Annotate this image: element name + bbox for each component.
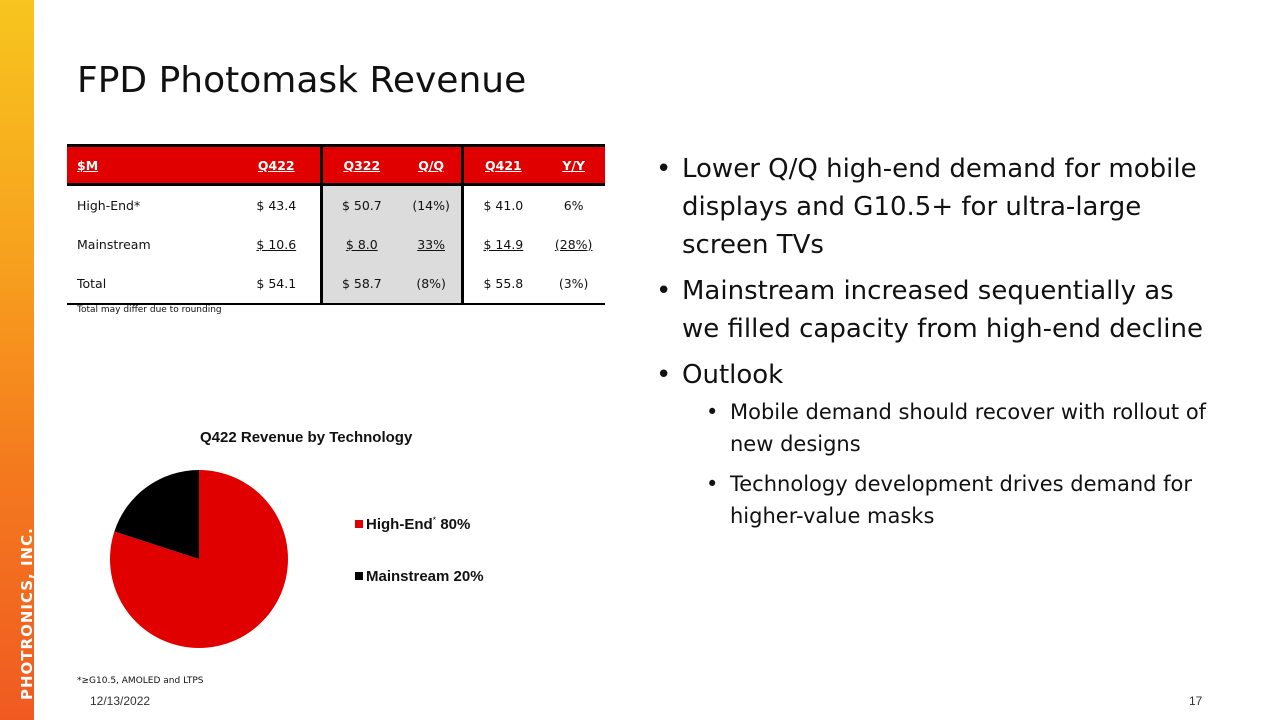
col-header-q421: Q421 — [462, 144, 543, 186]
legend-sup: * — [432, 515, 437, 525]
col-header-yy: Y/Y — [542, 144, 605, 186]
col-header-m: $M — [67, 144, 233, 186]
bullet-dot-icon: • — [706, 472, 719, 496]
cell-q421: $ 55.8 — [462, 264, 543, 305]
legend-value: 80% — [440, 516, 471, 533]
cell-q422: $ 54.1 — [232, 264, 322, 305]
sub-bullet-item: • Technology development drives demand fo… — [656, 468, 1216, 532]
bullet-dot-icon: • — [656, 360, 672, 390]
legend-label: Mainstream — [366, 568, 450, 585]
cell-yy: 6% — [563, 198, 584, 213]
cell-q421: $ 14.9 — [483, 237, 524, 252]
sub-bullet-item: • Mobile demand should recover with rollo… — [656, 396, 1216, 460]
bullet-dot-icon: • — [656, 154, 672, 184]
bullet-text: Technology development drives demand for… — [730, 472, 1193, 528]
cell-qq: (14%) — [400, 184, 465, 225]
cell-q422: $ 43.4 — [256, 198, 297, 213]
chart-title: Q422 Revenue by Technology — [200, 429, 413, 446]
legend-item-mainstream: Mainstream 20% — [355, 568, 484, 585]
revenue-pie-chart — [110, 470, 288, 648]
slide-date: 12/13/2022 — [90, 694, 151, 708]
table-row: High-End* $ 43.4 $ 50.7 (14%) $ 41.0 6% — [67, 184, 605, 225]
cell-yy: (3%) — [542, 264, 605, 305]
legend-swatch-mainstream — [355, 572, 363, 580]
legend-value: 20% — [453, 568, 484, 585]
bullet-item: • Lower Q/Q high-end demand for mobile di… — [656, 150, 1216, 264]
brand-sidebar: PHOTRONICS, INC. — [0, 0, 36, 720]
page-number: 17 — [1189, 694, 1203, 708]
col-header-q322: Q322 — [319, 144, 401, 186]
legend-item-high-end: High-End* 80% — [355, 515, 470, 533]
row-label: Mainstream — [77, 237, 151, 252]
cell-qq: (8%) — [400, 264, 465, 305]
row-label: High-End* — [77, 198, 141, 213]
legend-label: High-End — [366, 516, 433, 533]
bullet-text: Outlook — [682, 360, 784, 390]
pie-slice-mainstream — [114, 470, 199, 559]
row-label: Total — [67, 264, 233, 305]
cell-q322: $ 8.0 — [319, 225, 401, 264]
bullet-text: Lower Q/Q high-end demand for mobile dis… — [682, 154, 1197, 260]
cell-qq: 33% — [400, 225, 465, 264]
cell-q322: $ 50.7 — [319, 184, 401, 225]
bullet-dot-icon: • — [656, 276, 672, 306]
cell-q322: $ 58.7 — [319, 264, 401, 305]
revenue-table: $M Q422 Q322 Q/Q Q421 Y/Y High-End* $ 43… — [67, 144, 605, 305]
bullet-text: Mobile demand should recover with rollou… — [730, 400, 1207, 456]
cell-q421: $ 41.0 — [483, 198, 524, 213]
table-row: Mainstream $ 10.6 $ 8.0 33% $ 14.9 (28%) — [67, 225, 605, 264]
col-header-q422: Q422 — [232, 144, 322, 186]
legend-swatch-high-end — [355, 520, 363, 528]
col-header-qq: Q/Q — [400, 144, 465, 186]
table-row: Total $ 54.1 $ 58.7 (8%) $ 55.8 (3%) — [67, 264, 605, 305]
brand-name: PHOTRONICS, INC. — [18, 527, 36, 700]
bullet-text: Mainstream increased sequentially as we … — [682, 276, 1203, 344]
bullet-dot-icon: • — [706, 400, 719, 424]
bullet-item: • Outlook — [656, 356, 1216, 394]
bullet-item: • Mainstream increased sequentially as we… — [656, 272, 1216, 348]
cell-q422: $ 10.6 — [256, 237, 297, 252]
bullet-list: • Lower Q/Q high-end demand for mobile di… — [656, 150, 1216, 540]
cell-yy: (28%) — [554, 237, 593, 252]
table-note: Total may differ due to rounding — [77, 305, 222, 315]
slide-title: FPD Photomask Revenue — [77, 60, 527, 101]
table-header-row: $M Q422 Q322 Q/Q Q421 Y/Y — [67, 144, 605, 186]
footnote: *≥G10.5, AMOLED and LTPS — [77, 676, 204, 686]
